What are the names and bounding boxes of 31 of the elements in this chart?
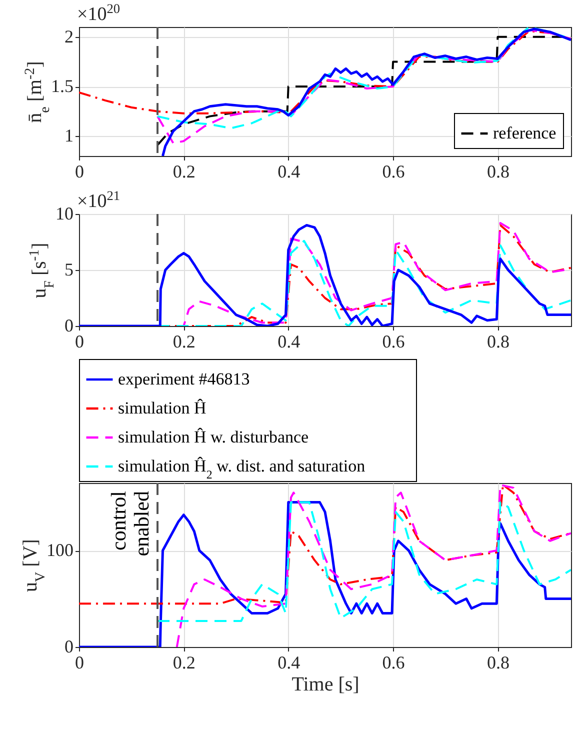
y-tick-label: 0 (64, 636, 74, 656)
x-axis-title: Time [s] (292, 674, 360, 696)
x-tick-label: 0.8 (486, 162, 510, 182)
y-tick-label: 100 (46, 540, 74, 560)
y-tick-label: 5 (64, 260, 74, 280)
y-tick-label: 1 (64, 126, 74, 146)
x-tick-label: 0.6 (382, 652, 405, 672)
ref-line-label: control enabled (106, 490, 154, 556)
y-tick-label: 0 (64, 316, 74, 336)
x-tick-label: 0.8 (486, 652, 510, 672)
y-tick-label: 1.5 (51, 76, 74, 96)
x-tick-label: 0.6 (382, 162, 405, 182)
text: ×10$^{20}$ (77, 0, 120, 25)
x-tick-label: 0.4 (278, 652, 300, 672)
legend-label: experiment #46813 (118, 370, 250, 388)
legend-label: simulation Ĥ$_{2}$ w. dist. and saturation (118, 456, 366, 482)
x-tick-label: 0.8 (486, 332, 510, 352)
line-series (176, 484, 571, 647)
y-tick-label: 2 (64, 26, 74, 46)
x-tick-label: 0.2 (172, 652, 196, 672)
x-tick-label: 0.6 (382, 332, 405, 352)
x-tick-label: 0.4 (278, 162, 300, 182)
legend-label: simulation Ĥ w. disturbance (118, 428, 309, 446)
legend-label: reference (493, 124, 556, 142)
y-tick-label: 10 (56, 204, 74, 224)
x-tick-label: 0.2 (172, 332, 196, 352)
text: ×10$^{21}$ (77, 188, 120, 212)
x-tick-label: 0.4 (278, 332, 300, 352)
x-tick-label: 0.2 (172, 162, 196, 182)
legend-label: simulation Ĥ (118, 398, 206, 418)
line-series (156, 501, 571, 622)
